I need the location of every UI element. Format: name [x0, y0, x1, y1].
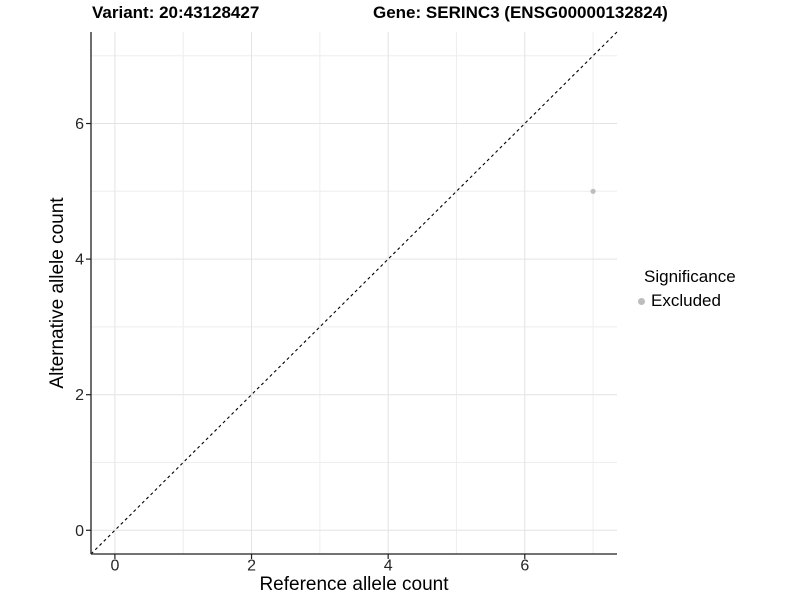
- x-axis-title: Reference allele count: [259, 574, 449, 595]
- legend-item-excluded: Excluded: [638, 291, 736, 311]
- excluded-point-icon: [638, 297, 645, 305]
- legend: Significance Excluded: [638, 266, 736, 311]
- data-point: [590, 188, 596, 194]
- x-tick-label: 0: [110, 558, 119, 575]
- y-tick-label: 4: [75, 252, 84, 269]
- legend-item-label: Excluded: [651, 291, 721, 310]
- y-tick-label: 0: [75, 523, 84, 540]
- x-tick-label: 6: [520, 558, 529, 575]
- identity-reference-line: [90, 31, 618, 555]
- x-tick-label: 4: [384, 558, 393, 575]
- gene-title: Gene: SERINC3 (ENSG00000132824): [373, 3, 668, 22]
- y-axis-title: Alternative allele count: [47, 197, 68, 389]
- x-tick-label: 2: [247, 558, 256, 575]
- y-tick-label: 6: [75, 116, 84, 133]
- y-tick-label: 2: [75, 387, 84, 404]
- variant-title: Variant: 20:43128427: [92, 3, 260, 22]
- legend-title: Significance: [644, 267, 736, 286]
